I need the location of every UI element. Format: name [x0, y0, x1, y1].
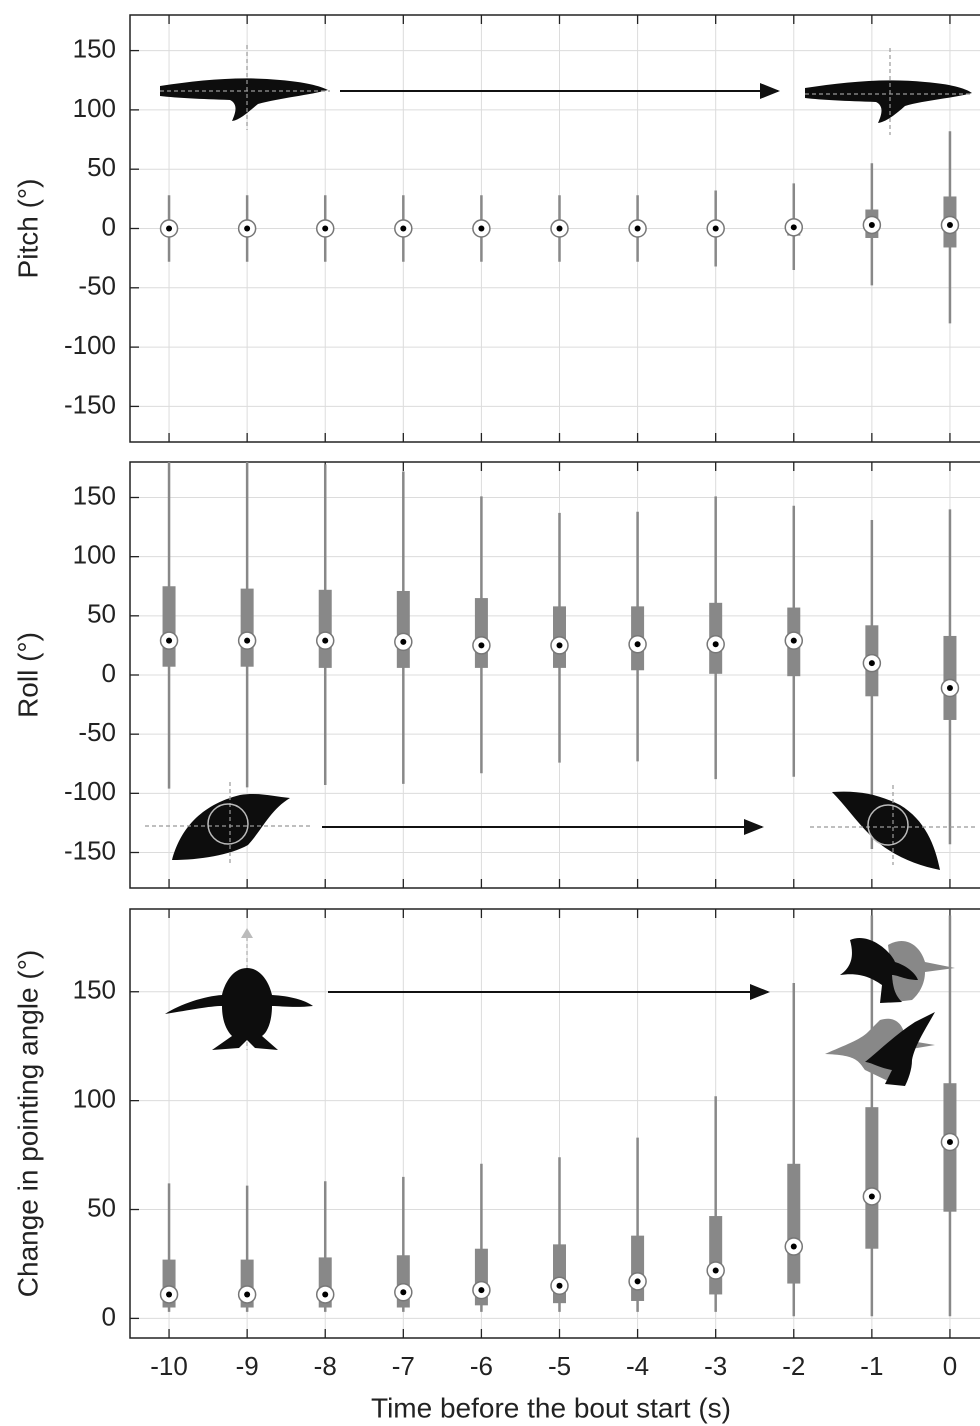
y-tick-label: 50 — [87, 152, 116, 182]
median-dot — [634, 1278, 641, 1285]
x-tick-label: -5 — [548, 1351, 571, 1381]
box — [865, 1107, 879, 1249]
y-tick-label: 50 — [87, 599, 116, 629]
median-dot — [556, 225, 563, 232]
median-dot — [868, 221, 875, 228]
median-dot — [244, 225, 251, 232]
x-tick-label: -9 — [236, 1351, 259, 1381]
y-axis-label: Pitch (°) — [12, 179, 43, 279]
median-dot — [556, 1282, 563, 1289]
y-tick-label: 0 — [102, 1301, 116, 1331]
y-axis-label: Change in pointing angle (°) — [12, 950, 43, 1297]
median-dot — [790, 1243, 797, 1250]
plot-frame — [129, 14, 980, 443]
median-dot — [868, 660, 875, 667]
median-dot — [946, 685, 953, 692]
median-dot — [556, 642, 563, 649]
y-tick-label: -150 — [64, 389, 116, 419]
median-dot — [478, 225, 485, 232]
median-dot — [712, 1267, 719, 1274]
y-tick-label: 150 — [73, 975, 116, 1005]
box — [787, 1163, 801, 1284]
median-dot — [946, 1139, 953, 1146]
x-tick-label: -6 — [470, 1351, 493, 1381]
median-dot — [244, 1291, 251, 1298]
median-dot — [244, 637, 251, 644]
plot-frame — [129, 908, 980, 1339]
median-dot — [322, 225, 329, 232]
median-dot — [868, 1193, 875, 1200]
median-dot — [712, 641, 719, 648]
median-dot — [712, 225, 719, 232]
y-tick-label: -100 — [64, 330, 116, 360]
median-dot — [790, 637, 797, 644]
x-tick-label: -4 — [626, 1351, 649, 1381]
box — [709, 1216, 723, 1295]
median-dot — [946, 221, 953, 228]
box — [943, 635, 957, 720]
box — [240, 588, 254, 667]
y-tick-label: 0 — [102, 658, 116, 688]
x-axis-label: Time before the bout start (s) — [371, 1392, 731, 1423]
median-dot — [322, 1291, 329, 1298]
median-dot — [166, 637, 173, 644]
panel: -150 -100 -50 0 50 100 150 Roll (°) — [12, 461, 980, 889]
box — [474, 598, 488, 668]
median-dot — [400, 1289, 407, 1296]
plot-frame — [129, 461, 980, 889]
y-tick-label: 150 — [73, 480, 116, 510]
y-tick-label: -50 — [78, 271, 116, 301]
median-dot — [400, 638, 407, 645]
x-tick-label: -7 — [392, 1351, 415, 1381]
y-tick-label: 100 — [73, 1084, 116, 1114]
pitch-illustration — [160, 45, 972, 135]
y-tick-label: 100 — [73, 93, 116, 123]
y-tick-label: 0 — [102, 211, 116, 241]
box — [396, 590, 410, 668]
x-tick-label: -10 — [150, 1351, 188, 1381]
x-tick-label: -8 — [314, 1351, 337, 1381]
median-dot — [478, 642, 485, 649]
y-tick-label: -50 — [78, 717, 116, 747]
median-dot — [166, 1291, 173, 1298]
panel: -150 -100 -50 0 50 100 150 Pitch (°) — [12, 14, 980, 443]
median-dot — [166, 225, 173, 232]
median-dot — [322, 637, 329, 644]
median-dot — [634, 225, 641, 232]
y-tick-label: -100 — [64, 776, 116, 806]
x-tick-label: 0 — [943, 1351, 957, 1381]
x-tick-label: -2 — [782, 1351, 805, 1381]
median-dot — [790, 224, 797, 231]
box — [631, 1235, 645, 1301]
box — [318, 589, 332, 668]
x-tick-label: -1 — [860, 1351, 883, 1381]
median-dot — [478, 1287, 485, 1294]
y-tick-label: 100 — [73, 540, 116, 570]
median-dot — [634, 641, 641, 648]
box — [162, 586, 176, 667]
y-tick-label: -150 — [64, 835, 116, 865]
heading-illustration — [165, 928, 955, 1086]
median-dot — [400, 225, 407, 232]
x-tick-label: -3 — [704, 1351, 727, 1381]
y-tick-label: 150 — [73, 33, 116, 63]
y-tick-label: 50 — [87, 1192, 116, 1222]
y-axis-label: Roll (°) — [12, 632, 43, 718]
roll-illustration — [145, 782, 975, 870]
